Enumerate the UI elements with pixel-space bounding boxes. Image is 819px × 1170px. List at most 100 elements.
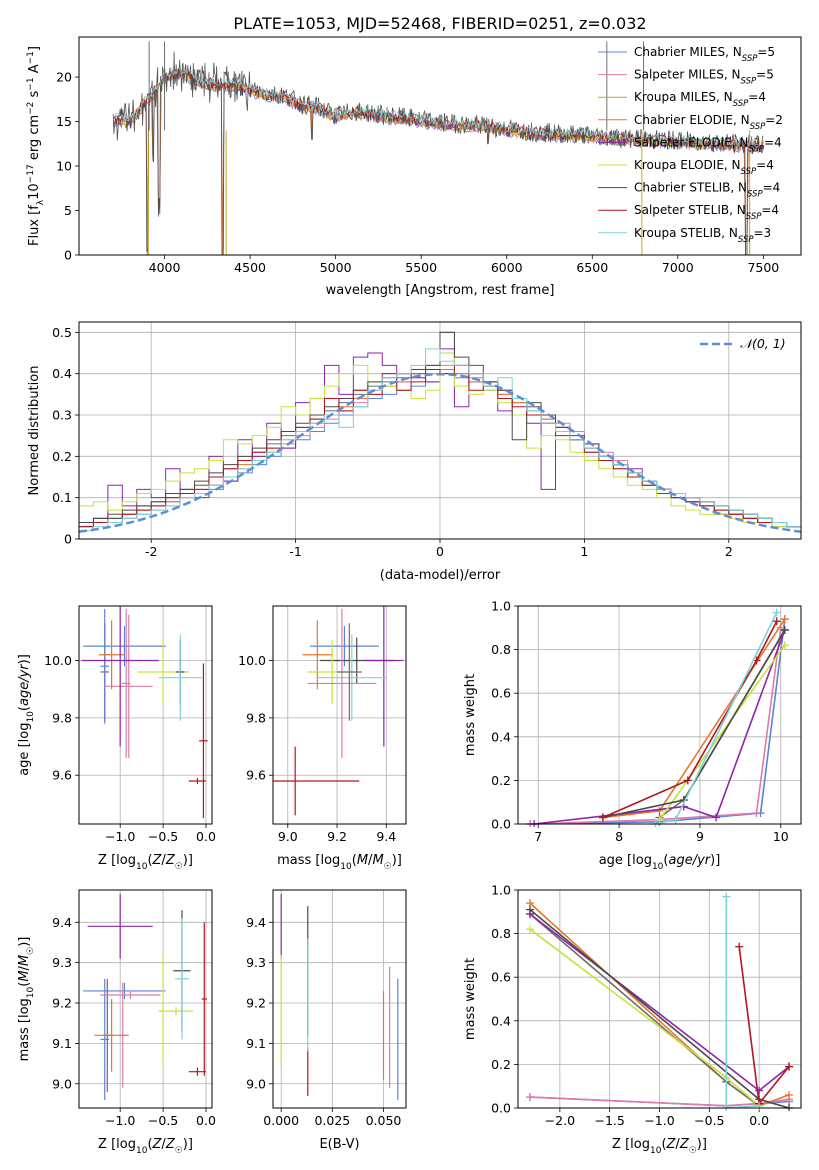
y-tick-label: 0.4 bbox=[491, 1013, 511, 1028]
y-tick-label: 0.2 bbox=[52, 449, 72, 464]
legend-entry: Salpeter MILES, NSSP=5 bbox=[634, 68, 774, 87]
axes-frame bbox=[78, 36, 802, 256]
errorbars bbox=[83, 894, 207, 1100]
y-tick-label: 9.1 bbox=[52, 1036, 72, 1051]
legend-entry: Salpeter STELIB, NSSP=4 bbox=[634, 203, 779, 222]
y-axis-label: mass weight bbox=[463, 958, 478, 1040]
y-tick-label: 9.8 bbox=[246, 710, 266, 725]
x-tick-label: −1.0 bbox=[105, 829, 135, 844]
normal-curve bbox=[79, 372, 801, 534]
x-tick-label: 9.4 bbox=[376, 829, 396, 844]
y-tick-label: 1.0 bbox=[491, 599, 511, 614]
mass_weight_vs_Z-chart: −2.0 −1.5 −1.0 −0.5 0.0 0.0 0.2 0.4 0.6 0.8 1.0 Z [… bbox=[463, 883, 802, 1156]
errorbars bbox=[273, 606, 404, 816]
x-tick-label: −1.0 bbox=[644, 1113, 674, 1128]
legend-entry: Kroupa ELODIE, NSSP=4 bbox=[634, 158, 774, 177]
y-tick-label: 0 bbox=[64, 248, 72, 263]
y-tick-label: 9.3 bbox=[52, 955, 72, 970]
axes-frame bbox=[78, 889, 213, 1109]
y-tick-label: 0.1 bbox=[52, 490, 72, 505]
x-tick-label: −0.5 bbox=[148, 1113, 178, 1128]
legend-entry: Salpeter ELODIE, NSSP=4 bbox=[634, 135, 782, 154]
mass_vs_Z-chart: −1.0 −0.5 0.0 9.0 9.1 9.2 9.3 9.4 Z [log10(Z/Z☉)… bbox=[17, 889, 216, 1156]
legend-entry: Chabrier ELODIE, NSSP=2 bbox=[634, 113, 783, 132]
y-tick-label: 10 bbox=[56, 159, 72, 174]
axis-label: Z [log10(Z/Z☉)] bbox=[98, 853, 193, 872]
x-tick-label: 0.0 bbox=[196, 1113, 216, 1128]
y-axis-label: mass weight bbox=[463, 674, 478, 756]
weight-series-2 bbox=[602, 618, 786, 819]
x-tick-label: 5000 bbox=[320, 260, 352, 275]
spectrum-series-8 bbox=[113, 67, 764, 149]
y-tick-label: 0.4 bbox=[491, 729, 511, 744]
histogram-series-8 bbox=[79, 348, 801, 539]
x-axis-label: (data-model)/error bbox=[380, 568, 501, 583]
weight-series-1 bbox=[530, 627, 782, 825]
x-tick-label: 9 bbox=[696, 829, 704, 844]
x-tick-label: 4000 bbox=[149, 260, 181, 275]
x-axis-label: wavelength [Angstrom, rest frame] bbox=[326, 283, 555, 298]
y-tick-label: 5 bbox=[64, 203, 72, 218]
y-tick-label: 9.6 bbox=[246, 768, 266, 783]
x-tick-label: 1 bbox=[580, 544, 588, 559]
y-tick-label: 9.4 bbox=[246, 915, 266, 930]
weight-series-0 bbox=[530, 619, 786, 825]
axis-label: age [log10(age/yr)] bbox=[17, 654, 36, 776]
x-tick-label: 2 bbox=[725, 544, 733, 559]
legend-entry: 𝒩(0, 1) bbox=[740, 336, 786, 351]
y-tick-label: 1.0 bbox=[491, 883, 511, 898]
y-tick-label: 9.3 bbox=[246, 955, 266, 970]
y-tick-label: 20 bbox=[56, 70, 72, 85]
y-tick-label: 0.2 bbox=[491, 1057, 511, 1072]
x-tick-label: 0.0 bbox=[196, 829, 216, 844]
x-tick-label: -1 bbox=[289, 544, 301, 559]
axis-label: Flux [fλ10−17 erg cm−2 s−1 A−1] bbox=[26, 46, 46, 246]
chart-panels: 4000 4500 5000 5500 6000 6500 7000 750005101520… bbox=[17, 36, 802, 1156]
y-tick-label: 9.8 bbox=[52, 710, 72, 725]
x-tick-label: 9.2 bbox=[327, 829, 347, 844]
axis-label: mass [log10(M/M☉)] bbox=[17, 937, 36, 1062]
y-tick-label: 9.0 bbox=[246, 1076, 266, 1091]
axis-label: E(B-V) bbox=[319, 1137, 359, 1152]
y-tick-label: 0.4 bbox=[52, 366, 72, 381]
y-tick-label: 0.8 bbox=[491, 926, 511, 941]
spectrum-lines bbox=[112, 41, 764, 255]
y-axis-label: Normed distribution bbox=[27, 366, 42, 496]
x-tick-label: 7 bbox=[534, 829, 542, 844]
legend-entry: Chabrier STELIB, NSSP=4 bbox=[634, 181, 780, 200]
y-tick-label: 9.4 bbox=[52, 915, 72, 930]
mass_vs_EBV-chart: 0.000 0.025 0.050 9.0 9.1 9.2 9.3 9.4 E(B-V) bbox=[246, 889, 407, 1152]
y-tick-label: 0 bbox=[64, 532, 72, 547]
x-tick-label: −1.0 bbox=[105, 1113, 135, 1128]
y-tick-label: 9.2 bbox=[246, 996, 266, 1011]
axes-frame bbox=[78, 321, 802, 540]
spectrum-chart: 4000 4500 5000 5500 6000 6500 7000 7500 0 5 10 15 20… bbox=[26, 36, 802, 298]
weight-series-7 bbox=[602, 620, 778, 819]
y-tick-label: 0.5 bbox=[52, 325, 72, 340]
legend-entry: Chabrier MILES, NSSP=5 bbox=[634, 45, 775, 64]
y-tick-label: 9.6 bbox=[52, 768, 72, 783]
x-tick-label: 0.000 bbox=[263, 1113, 299, 1128]
axis-label: mass [log10(M/M☉)] bbox=[277, 853, 402, 872]
weight-lines bbox=[526, 608, 789, 827]
histogram-steps bbox=[79, 331, 801, 539]
x-tick-label: 0 bbox=[436, 544, 444, 559]
y-tick-label: 9.2 bbox=[52, 996, 72, 1011]
y-tick-label: 0.2 bbox=[491, 773, 511, 788]
errorbars bbox=[81, 606, 208, 819]
spectrum-series-6 bbox=[112, 51, 764, 255]
x-tick-label: −1.5 bbox=[594, 1113, 624, 1128]
y-tick-label: 0.3 bbox=[52, 408, 72, 423]
x-tick-label: −2.0 bbox=[545, 1113, 575, 1128]
age_vs_Z-chart: −1.0 −0.5 0.0 9.6 9.8 10.0 Z [log10(Z/Z☉)] age … bbox=[17, 605, 216, 872]
x-tick-label: 0.025 bbox=[314, 1113, 350, 1128]
y-tick-label: 10.0 bbox=[238, 653, 266, 668]
figure-title: PLATE=1053, MJD=52468, FIBERID=0251, z=0… bbox=[233, 14, 646, 33]
axis-label: Z [log10(Z/Z☉)] bbox=[98, 1137, 193, 1156]
errorbars bbox=[280, 894, 399, 1100]
histogram-series-5 bbox=[79, 352, 801, 539]
weight-series-5 bbox=[658, 644, 786, 821]
y-tick-label: 0.8 bbox=[491, 642, 511, 657]
x-tick-label: 7500 bbox=[747, 260, 779, 275]
